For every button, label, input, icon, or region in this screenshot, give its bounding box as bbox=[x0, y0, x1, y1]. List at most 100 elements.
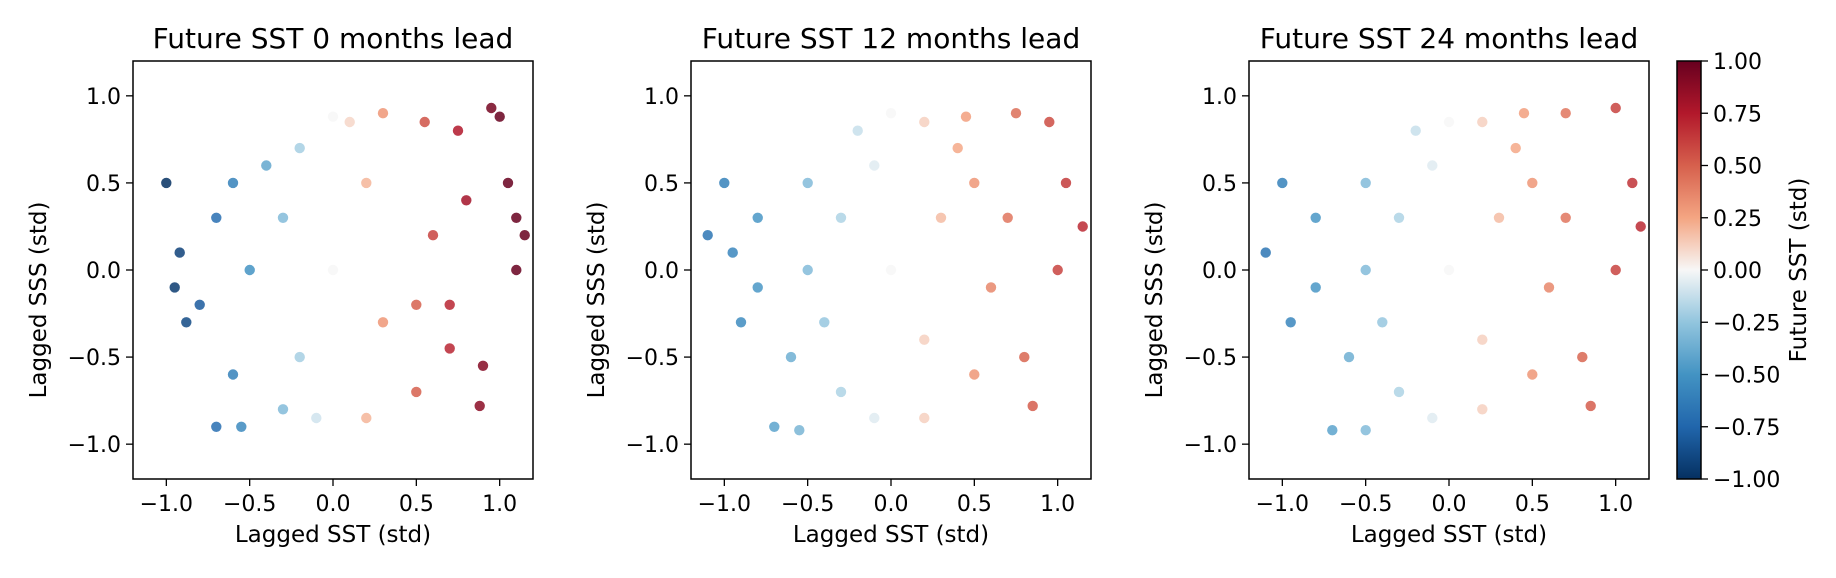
scatter-point bbox=[1493, 212, 1505, 223]
y-tick-label: 0.5 bbox=[86, 172, 121, 197]
scatter-point bbox=[802, 264, 813, 276]
scatter-point bbox=[1060, 177, 1072, 189]
scatter-point bbox=[985, 282, 997, 293]
scatter-point bbox=[1002, 212, 1013, 223]
scatter-point bbox=[236, 421, 247, 432]
scatter-point bbox=[869, 160, 880, 171]
scatter-point bbox=[1310, 282, 1321, 293]
x-tick-label: 0.0 bbox=[1432, 492, 1467, 517]
colorbar-tick-label: −0.75 bbox=[1713, 416, 1780, 441]
scatter-point bbox=[1343, 351, 1355, 363]
scatter-point bbox=[244, 264, 255, 276]
y-tick-label: 0.0 bbox=[86, 259, 121, 284]
scatter-point bbox=[835, 386, 847, 398]
scatter-point bbox=[1477, 116, 1488, 128]
y-tick-label: −0.5 bbox=[68, 346, 121, 371]
scatter-point bbox=[1510, 142, 1521, 154]
scatter-point bbox=[1410, 125, 1421, 136]
x-tick-label: −0.5 bbox=[1339, 492, 1392, 517]
x-tick-label: −1.0 bbox=[140, 492, 193, 517]
scatter-point bbox=[702, 230, 713, 241]
scatter-point bbox=[294, 142, 305, 154]
colorbar: 1.00 0.75 0.50 0.25 0.00 −0.25 −0.50 −0.75 −1.00… bbox=[1676, 50, 1812, 493]
scatter-point bbox=[1360, 425, 1371, 436]
colorbar-tick-label: 0.25 bbox=[1713, 207, 1762, 232]
scatter-point bbox=[752, 282, 763, 293]
colorbar-tick-label: −1.00 bbox=[1713, 468, 1780, 493]
scatter-point bbox=[919, 334, 930, 345]
scatter-point bbox=[969, 177, 980, 189]
panel-2-x-axis-label: Lagged SST (std) bbox=[793, 522, 989, 548]
x-tick-label: 0.5 bbox=[957, 492, 992, 517]
y-tick-label: 1.0 bbox=[86, 85, 121, 110]
y-tick-label: 1.0 bbox=[1202, 85, 1237, 110]
scatter-point bbox=[1543, 282, 1555, 293]
panel-1-y-axis-label: Lagged SSS (std) bbox=[26, 202, 52, 399]
scatter-point bbox=[1044, 116, 1055, 128]
panel-2: Future SST 12 months lead −1.0 −0.5 0.0 0.5… bbox=[584, 22, 1092, 548]
scatter-point bbox=[1518, 108, 1530, 119]
x-tick-label: 1.0 bbox=[1598, 492, 1633, 517]
scatter-point bbox=[752, 212, 763, 223]
scatter-point bbox=[1010, 108, 1022, 119]
scatter-point bbox=[227, 369, 239, 380]
x-tick-label: 0.5 bbox=[1515, 492, 1550, 517]
panel-3: Future SST 24 months lead −1.0 −0.5 0.0 0.5… bbox=[1142, 22, 1650, 548]
x-tick-label: 0.0 bbox=[874, 492, 909, 517]
x-tick-label: −0.5 bbox=[781, 492, 834, 517]
scatter-point bbox=[885, 108, 897, 119]
y-tick-label: 0.5 bbox=[1202, 172, 1237, 197]
x-tick-label: 1.0 bbox=[482, 492, 517, 517]
scatter-point bbox=[1360, 177, 1371, 189]
scatter-point bbox=[1052, 264, 1063, 276]
scatter-point bbox=[835, 212, 847, 223]
y-tick-label: −0.5 bbox=[626, 346, 679, 371]
scatter-point bbox=[194, 299, 205, 310]
colorbar-label: Future SST (std) bbox=[1786, 178, 1812, 363]
colorbar-tick-label: 0.50 bbox=[1713, 155, 1762, 180]
x-tick-label: 1.0 bbox=[1040, 492, 1075, 517]
x-tick-label: 0.0 bbox=[316, 492, 351, 517]
scatter-point bbox=[277, 212, 289, 223]
scatter-point bbox=[1427, 160, 1438, 171]
scatter-point bbox=[919, 116, 930, 128]
panel-1: Future SST 0 months lead −1.0 −0.5 0.0 0.5 1… bbox=[26, 22, 534, 548]
scatter-point bbox=[1477, 404, 1488, 415]
scatter-point bbox=[1327, 425, 1338, 436]
y-tick-label: 0.0 bbox=[1202, 259, 1237, 284]
scatter-point bbox=[960, 111, 972, 122]
scatter-point bbox=[719, 177, 730, 189]
y-tick-label: 0.5 bbox=[644, 172, 679, 197]
scatter-point bbox=[377, 108, 389, 119]
y-tick-label: 0.0 bbox=[644, 259, 679, 284]
scatter-point bbox=[802, 177, 813, 189]
scatter-point bbox=[1277, 177, 1288, 189]
scatter-point bbox=[785, 351, 797, 363]
scatter-point bbox=[869, 412, 880, 424]
colorbar-tick-label: 0.00 bbox=[1713, 259, 1762, 284]
scatter-point bbox=[427, 230, 439, 241]
scatter-point bbox=[1310, 212, 1321, 223]
scatter-point bbox=[461, 195, 472, 206]
scatter-point bbox=[1393, 212, 1405, 223]
y-tick-label: −0.5 bbox=[1184, 346, 1237, 371]
scatter-point bbox=[444, 299, 455, 310]
scatter-point bbox=[361, 412, 372, 424]
scatter-point bbox=[1443, 264, 1455, 276]
colorbar-tick-label: 0.75 bbox=[1713, 102, 1762, 127]
scatter-point bbox=[411, 386, 422, 398]
y-tick-label: 1.0 bbox=[644, 85, 679, 110]
panel-2-plot-area: −1.0 −0.5 0.0 0.5 1.0 1.0 0.5 0.0 −0.5 −1.0 bbox=[626, 60, 1092, 517]
panel-3-x-axis-label: Lagged SST (std) bbox=[1351, 522, 1547, 548]
scatter-point bbox=[1610, 102, 1621, 114]
scatter-point bbox=[261, 160, 272, 171]
scatter-point bbox=[969, 369, 980, 380]
scatter-point bbox=[1077, 221, 1088, 232]
x-tick-label: −0.5 bbox=[223, 492, 276, 517]
scatter-point bbox=[1585, 400, 1596, 412]
scatter-point bbox=[227, 177, 239, 189]
scatter-point bbox=[1560, 108, 1571, 119]
scatter-point bbox=[852, 125, 863, 136]
scatter-point bbox=[1019, 351, 1030, 363]
scatter-point bbox=[1610, 264, 1621, 276]
